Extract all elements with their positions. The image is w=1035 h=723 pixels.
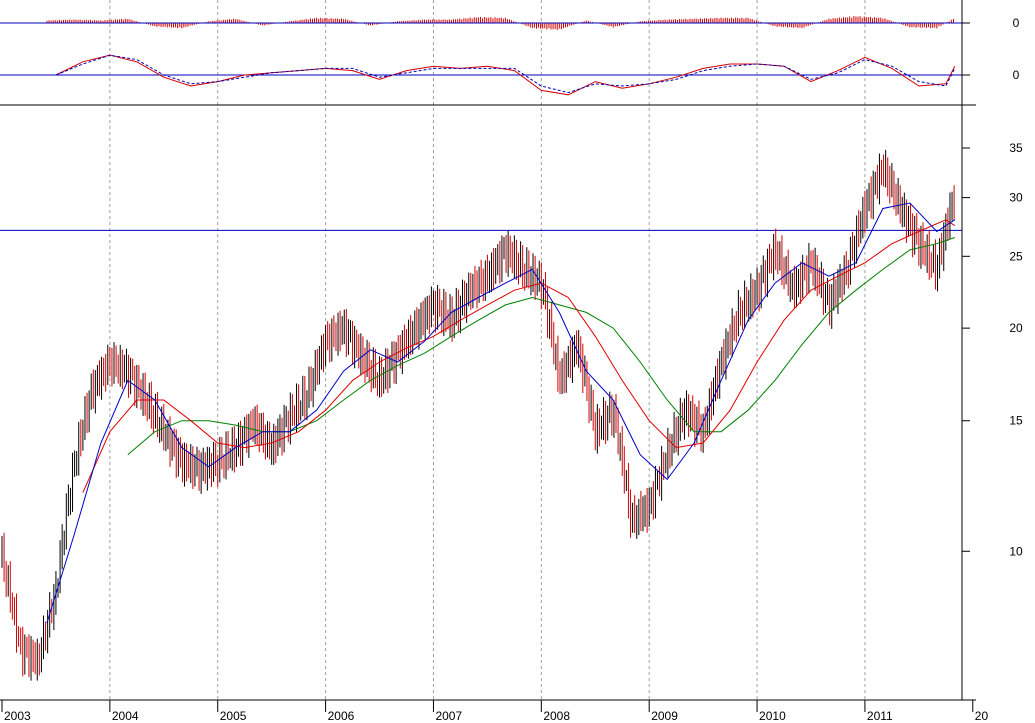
x-tick-label: 2011 [867, 709, 893, 723]
x-tick-label: 2004 [112, 709, 139, 723]
y-tick-label: 10 [1009, 544, 1023, 558]
price-bars [1, 149, 955, 681]
x-tick-label: 2006 [328, 709, 355, 723]
histogram-panel [0, 16, 962, 31]
x-tick-label: 2009 [651, 709, 678, 723]
x-tick-label: 2005 [220, 709, 247, 723]
y-tick-label: 15 [1009, 414, 1023, 428]
x-tick-label: 2010 [759, 709, 786, 723]
y-tick-label: 35 [1009, 141, 1023, 155]
y-tick-label: 0 [1013, 16, 1020, 30]
x-axis-ticks: 2003 2004 2005 2006 2007 2008 2009 2010 2011 20 [1, 700, 989, 723]
momentum-main-line [55, 54, 956, 96]
momentum-panel [0, 54, 962, 96]
histogram-bars [46, 16, 954, 31]
y-tick-label: 25 [1009, 249, 1023, 263]
x-tick-label: 2008 [543, 709, 570, 723]
x-tick-label: 20 [975, 709, 989, 723]
price-panel [0, 149, 962, 681]
momentum-signal-line [55, 54, 956, 94]
ma-short-line [46, 202, 956, 624]
ma-medium-line [82, 219, 956, 493]
y-tick-label: 0 [1013, 68, 1020, 82]
y-tick-label: 20 [1009, 321, 1023, 335]
x-tick-label: 2007 [435, 709, 462, 723]
y-axis-ticks: 0 0 35 30 25 20 15 10 [962, 16, 1023, 558]
y-tick-label: 30 [1009, 191, 1023, 205]
x-tick-label: 2003 [4, 709, 31, 723]
